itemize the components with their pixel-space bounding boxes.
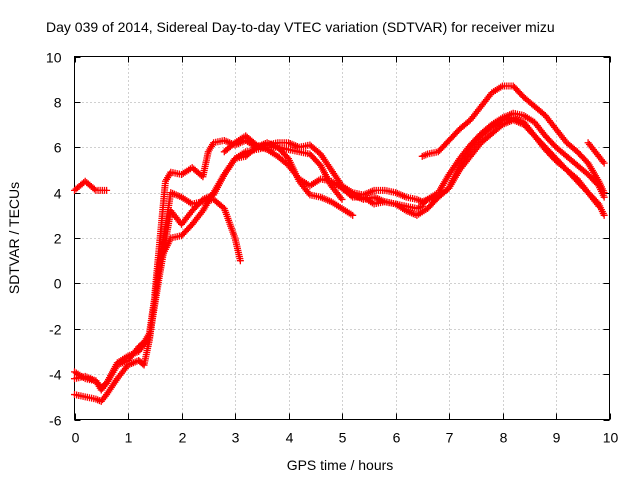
series-track-10 bbox=[584, 139, 608, 167]
y-tick-label: 2 bbox=[54, 231, 62, 247]
y-tick-label: -4 bbox=[49, 367, 62, 383]
x-tick-label: 2 bbox=[179, 430, 187, 446]
y-tick-label: 4 bbox=[54, 186, 62, 202]
data-point bbox=[338, 195, 346, 203]
data-point bbox=[236, 257, 244, 265]
data-point bbox=[422, 151, 430, 159]
x-tick-label: 6 bbox=[393, 430, 401, 446]
x-tick-label: 10 bbox=[603, 430, 619, 446]
data-point bbox=[90, 185, 98, 193]
data-point bbox=[349, 211, 357, 219]
x-axis-label: GPS time / hours bbox=[287, 457, 394, 473]
x-tick-label: 7 bbox=[446, 430, 454, 446]
gridlines bbox=[74, 56, 610, 420]
data-point bbox=[595, 202, 603, 210]
series-track-08 bbox=[418, 114, 603, 210]
x-tick-label: 5 bbox=[339, 430, 347, 446]
y-tick-label: 6 bbox=[54, 140, 62, 156]
series-track-09 bbox=[418, 82, 608, 197]
x-tick-label: 9 bbox=[553, 430, 561, 446]
x-tick-label: 4 bbox=[286, 430, 294, 446]
data-point bbox=[600, 159, 608, 167]
y-tick-label: 0 bbox=[54, 276, 62, 292]
y-tick-label: -2 bbox=[49, 322, 62, 338]
y-tick-label: 8 bbox=[54, 95, 62, 111]
x-tick-label: 0 bbox=[72, 430, 80, 446]
y-axis-label: SDTVAR / TECUs bbox=[6, 182, 22, 294]
data-point bbox=[103, 186, 111, 194]
data-point bbox=[600, 211, 608, 219]
x-tick-label: 1 bbox=[125, 430, 133, 446]
y-tick-label: -6 bbox=[49, 413, 62, 429]
chart-title: Day 039 of 2014, Sidereal Day-to-day VTE… bbox=[46, 19, 555, 35]
axes: 0 1 2 3 4 5 6 7 8 9 10 -6 -4 -2 0 2 4 6 8 10 bbox=[46, 50, 619, 446]
x-tick-label: 8 bbox=[500, 430, 508, 446]
data-point bbox=[600, 189, 608, 197]
x-tick-label: 3 bbox=[232, 430, 240, 446]
series-track-01 bbox=[71, 177, 111, 194]
series-track-11 bbox=[220, 132, 426, 213]
data-points bbox=[71, 82, 608, 405]
y-tick-label: 10 bbox=[46, 50, 62, 66]
data-point bbox=[418, 202, 426, 210]
